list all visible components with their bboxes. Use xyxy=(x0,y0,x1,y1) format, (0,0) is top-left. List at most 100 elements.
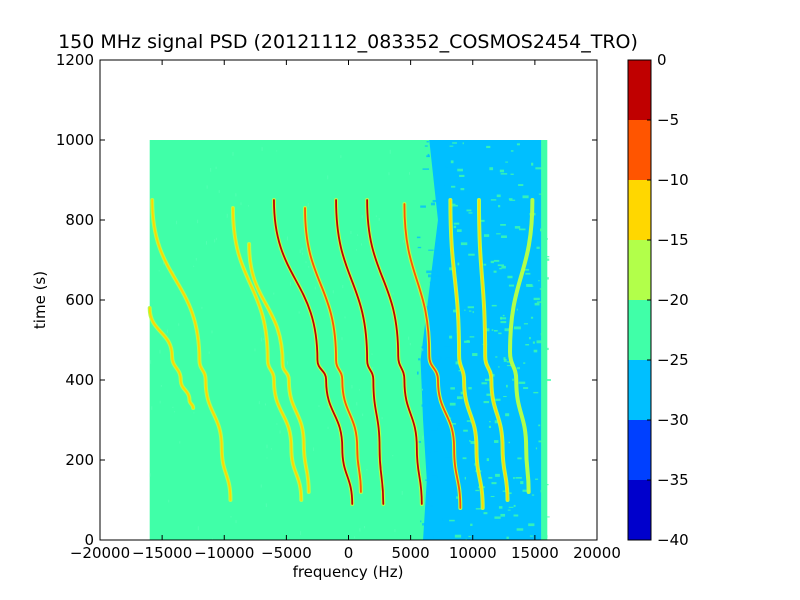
noise-speckle xyxy=(522,268,530,271)
noise-speckle xyxy=(479,219,485,222)
noise-speckle xyxy=(538,440,543,443)
noise-speckle xyxy=(495,473,500,477)
noise-speckle xyxy=(501,265,506,269)
noise-speckle xyxy=(340,155,342,158)
noise-speckle xyxy=(466,209,472,212)
noise-speckle xyxy=(422,523,426,526)
noise-speckle xyxy=(388,172,390,176)
noise-speckle xyxy=(523,323,528,325)
noise-speckle xyxy=(545,379,551,382)
noise-speckle xyxy=(456,229,462,232)
noise-speckle xyxy=(163,261,165,265)
noise-speckle xyxy=(420,520,422,523)
noise-speckle xyxy=(206,241,208,245)
colorbar-band xyxy=(628,360,651,420)
noise-speckle xyxy=(279,430,281,434)
noise-speckle xyxy=(426,306,432,308)
noise-speckle xyxy=(499,317,507,320)
noise-speckle xyxy=(465,538,468,540)
noise-speckle xyxy=(507,275,513,279)
noise-speckle xyxy=(523,362,526,364)
noise-speckle xyxy=(494,420,499,424)
noise-speckle xyxy=(179,441,181,444)
noise-speckle xyxy=(483,401,490,404)
colorbar-band xyxy=(628,60,651,120)
noise-speckle xyxy=(409,342,411,346)
noise-speckle xyxy=(535,478,539,480)
noise-speckle xyxy=(350,283,352,286)
noise-speckle xyxy=(462,457,467,460)
noise-speckle xyxy=(468,535,472,538)
y-tick-label: 0 xyxy=(84,531,94,549)
noise-speckle xyxy=(230,515,232,518)
noise-speckle xyxy=(502,314,505,317)
x-tick-label: −10000 xyxy=(194,544,254,562)
noise-speckle xyxy=(438,451,440,455)
noise-speckle xyxy=(408,336,410,340)
noise-speckle xyxy=(430,202,435,206)
noise-speckle xyxy=(372,366,374,370)
noise-speckle xyxy=(298,311,300,314)
y-tick-label: 600 xyxy=(65,291,94,309)
noise-speckle xyxy=(314,286,316,290)
noise-speckle xyxy=(449,402,456,406)
x-tick-label: 10000 xyxy=(449,544,497,562)
noise-speckle xyxy=(430,405,433,409)
noise-speckle xyxy=(218,190,220,193)
noise-speckle xyxy=(544,256,550,258)
noise-speckle xyxy=(226,213,228,218)
noise-speckle xyxy=(466,420,473,422)
noise-speckle xyxy=(541,321,545,323)
noise-speckle xyxy=(176,220,178,225)
noise-speckle xyxy=(533,391,539,394)
noise-speckle xyxy=(529,535,533,537)
noise-speckle xyxy=(474,463,476,466)
noise-speckle xyxy=(500,224,506,226)
noise-speckle xyxy=(401,491,403,495)
signal-trace xyxy=(335,199,385,505)
x-tick-label: 5000 xyxy=(392,544,430,562)
noise-speckle xyxy=(173,271,175,274)
noise-speckle xyxy=(350,230,352,235)
noise-speckle xyxy=(371,353,373,355)
x-tick-label: −5000 xyxy=(261,544,312,562)
noise-speckle xyxy=(416,236,421,239)
noise-speckle xyxy=(302,252,304,255)
x-axis: −20000 −15000 −10000 −5000 0 5000 10000 15000 20… xyxy=(70,60,621,562)
noise-speckle xyxy=(490,199,497,201)
noise-speckle xyxy=(460,188,465,191)
noise-speckle xyxy=(506,536,509,539)
noise-speckle xyxy=(429,382,433,386)
noise-speckle xyxy=(364,525,366,529)
noise-speckle xyxy=(178,323,180,326)
noise-speckle xyxy=(449,335,453,339)
noise-speckle xyxy=(428,249,434,251)
noise-speckle xyxy=(201,306,203,309)
noise-speckle xyxy=(501,235,507,238)
colorbar-tick-label: 0 xyxy=(657,51,667,69)
noise-speckle xyxy=(392,292,394,295)
signal-trace xyxy=(273,199,354,505)
signal-trace xyxy=(449,199,484,509)
noise-speckle xyxy=(488,476,493,479)
noise-speckle xyxy=(421,388,423,391)
noise-speckle xyxy=(286,236,288,241)
noise-speckle xyxy=(508,198,513,200)
noise-speckle xyxy=(468,310,472,312)
noise-speckle xyxy=(168,499,170,503)
noise-speckle xyxy=(437,300,443,303)
signal-trace xyxy=(148,307,195,409)
noise-speckle xyxy=(505,161,509,163)
x-tick-label: 20000 xyxy=(573,544,621,562)
noise-speckle xyxy=(445,357,452,360)
noise-speckle xyxy=(431,475,438,478)
signal-traces-layer xyxy=(147,198,535,510)
noise-speckle xyxy=(486,145,491,149)
noise-speckle xyxy=(433,489,436,491)
noise-speckle xyxy=(536,340,543,344)
noise-speckle xyxy=(263,338,265,340)
noise-speckle xyxy=(299,249,301,253)
noise-speckle xyxy=(300,531,302,535)
noise-speckle xyxy=(475,489,480,492)
noise-speckle xyxy=(488,425,492,429)
